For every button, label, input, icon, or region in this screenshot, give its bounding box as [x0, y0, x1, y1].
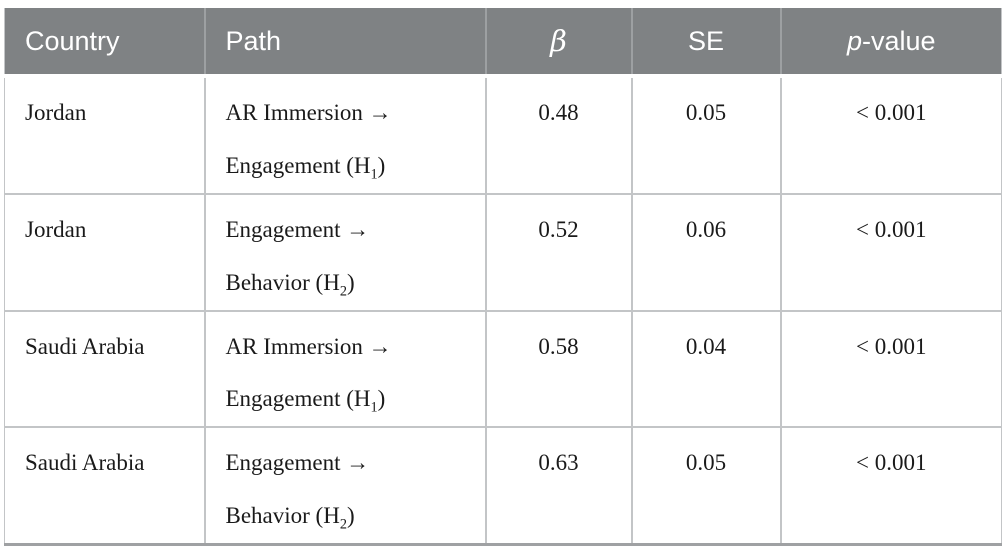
cell-path: AR Immersion → Engagement (H1)	[203, 309, 486, 428]
cell-country: Saudi Arabia	[4, 426, 205, 545]
cell-beta: 0.52	[484, 192, 632, 311]
cell-p-value: < 0.001	[779, 309, 1002, 428]
cell-beta: 0.63	[484, 426, 632, 545]
p-symbol: p	[846, 25, 862, 56]
beta-symbol: β	[550, 24, 567, 58]
table-row: Saudi Arabia AR Immersion → Engagement (…	[4, 309, 1002, 428]
hypothesis-subscript: 2	[339, 283, 347, 300]
cell-path: Engagement → Behavior (H2)	[203, 192, 486, 311]
header-row: Country Path β SE p-value	[4, 8, 1002, 78]
table-body: Jordan AR Immersion → Engagement (H1) 0.…	[4, 76, 1002, 545]
path-line2-close: )	[346, 269, 355, 295]
path-line2-close: )	[377, 386, 386, 412]
cell-beta: 0.58	[484, 309, 632, 428]
header-country: Country	[4, 8, 205, 78]
table-row: Jordan Engagement → Behavior (H2) 0.52 0…	[4, 192, 1002, 311]
path-line-1: Engagement →	[225, 216, 370, 242]
cell-se: 0.05	[630, 426, 781, 545]
path-line-1: AR Immersion →	[225, 100, 392, 125]
path-line-2: Behavior (H2)	[226, 257, 467, 310]
hypothesis-subscript: 1	[370, 400, 378, 417]
path-line2-close: )	[346, 503, 355, 529]
path-line2-text: Behavior (H	[225, 269, 340, 295]
cell-p-value: < 0.001	[779, 76, 1002, 194]
cell-se: 0.05	[630, 76, 781, 194]
cell-p-value: < 0.001	[779, 426, 1002, 545]
header-p-value: p-value	[779, 8, 1002, 78]
path-line2-close: )	[377, 152, 386, 178]
header-beta: β	[484, 8, 632, 78]
cell-p-value: < 0.001	[779, 192, 1002, 311]
hypothesis-subscript: 2	[339, 516, 347, 533]
cell-country: Jordan	[4, 76, 205, 194]
table-row: Jordan AR Immersion → Engagement (H1) 0.…	[4, 76, 1002, 194]
path-line-2: Engagement (H1)	[226, 373, 467, 426]
cell-path: AR Immersion → Engagement (H1)	[203, 76, 486, 194]
p-value-suffix: -value	[861, 25, 936, 56]
path-line-1: Engagement →	[225, 450, 370, 476]
path-line-2: Engagement (H1)	[226, 140, 467, 193]
cell-beta: 0.48	[484, 76, 632, 194]
cell-se: 0.06	[630, 192, 781, 311]
path-line2-text: Engagement (H	[225, 386, 371, 412]
cell-se: 0.04	[630, 309, 781, 428]
path-coefficients-table: Country Path β SE p-value Jordan AR Imme…	[4, 8, 1002, 546]
header-se: SE	[630, 8, 781, 78]
header-path: Path	[203, 8, 486, 78]
path-line2-text: Engagement (H	[225, 152, 371, 178]
table-row: Saudi Arabia Engagement → Behavior (H2) …	[4, 426, 1002, 545]
cell-country: Jordan	[4, 192, 205, 311]
path-line2-text: Behavior (H	[225, 503, 340, 529]
cell-country: Saudi Arabia	[4, 309, 205, 428]
path-line-2: Behavior (H2)	[226, 490, 467, 543]
path-line-1: AR Immersion →	[225, 333, 392, 359]
table-header: Country Path β SE p-value	[4, 8, 1002, 78]
cell-path: Engagement → Behavior (H2)	[203, 426, 486, 545]
hypothesis-subscript: 1	[370, 166, 378, 183]
